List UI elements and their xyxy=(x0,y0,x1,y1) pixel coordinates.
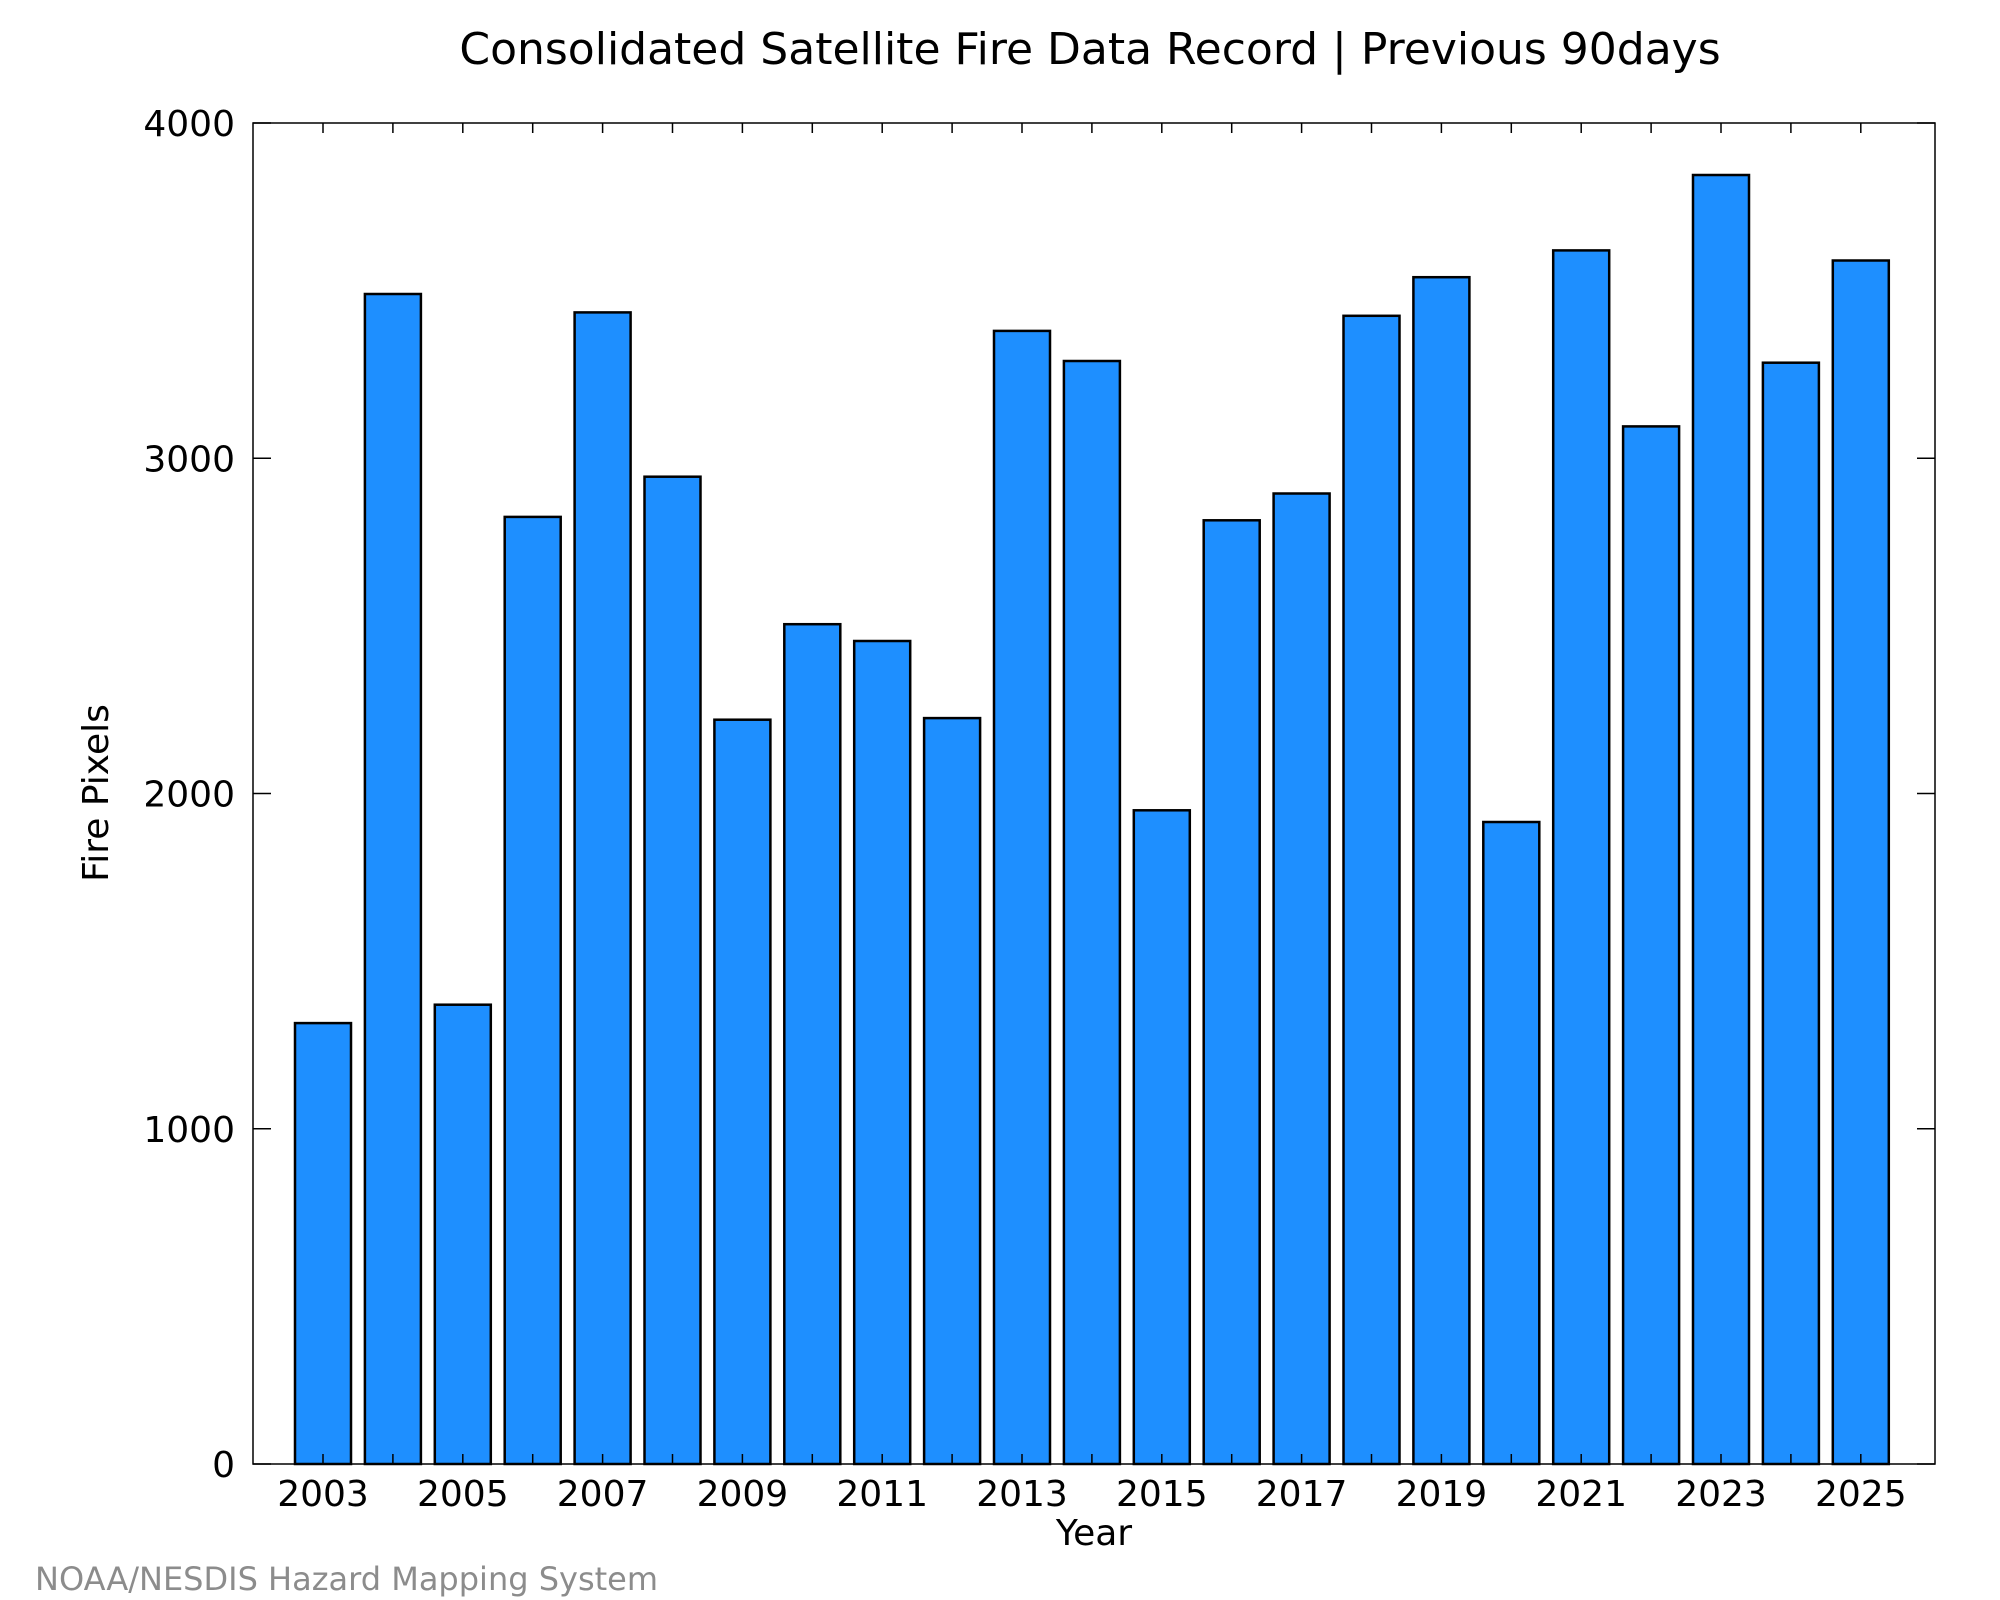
bar-2007 xyxy=(573,311,632,1466)
bar-2006 xyxy=(503,515,562,1466)
plot-frame xyxy=(252,122,1936,1465)
bar-2025 xyxy=(1831,259,1891,1466)
bar-2022 xyxy=(1621,425,1681,1466)
bar-2004 xyxy=(363,292,423,1466)
x-tick-label: 2015 xyxy=(1116,1474,1208,1515)
x-tick-label: 2005 xyxy=(417,1474,509,1515)
y-tick-label: 3000 xyxy=(143,439,235,480)
bar-2016 xyxy=(1202,519,1261,1466)
bar-2011 xyxy=(852,639,912,1466)
y-axis-ticks: 0 1000 2000 3000 4000 xyxy=(143,104,1935,1486)
bar-2018 xyxy=(1342,314,1401,1466)
bar-2019 xyxy=(1412,275,1471,1466)
bar-2008 xyxy=(643,475,702,1466)
credit-text: NOAA/NESDIS Hazard Mapping System xyxy=(35,1560,658,1598)
x-axis-label: Year xyxy=(1055,1513,1132,1554)
bar-2020 xyxy=(1482,820,1541,1466)
x-tick-label: 2023 xyxy=(1675,1474,1767,1515)
x-axis-ticks: 2003 2005 2007 2009 2011 2013 2015 2017 2019 2021… xyxy=(277,123,1907,1515)
bar-2023 xyxy=(1691,173,1751,1466)
x-tick-label: 2009 xyxy=(697,1474,789,1515)
bar-2009 xyxy=(713,718,772,1466)
x-tick-label: 2003 xyxy=(277,1474,369,1515)
bar-2013 xyxy=(992,329,1052,1466)
x-tick-label: 2021 xyxy=(1535,1474,1627,1515)
x-tick-label: 2019 xyxy=(1396,1474,1488,1515)
bar-2015 xyxy=(1132,809,1192,1466)
bar-2005 xyxy=(433,1003,493,1466)
bar-2014 xyxy=(1062,359,1122,1466)
bar-2010 xyxy=(783,622,842,1466)
bar-2003 xyxy=(293,1021,353,1466)
y-tick-label: 4000 xyxy=(143,104,235,145)
x-tick-label: 2017 xyxy=(1256,1474,1348,1515)
y-tick-label: 2000 xyxy=(143,775,235,816)
x-tick-label: 2007 xyxy=(557,1474,649,1515)
bars-group xyxy=(293,173,1891,1466)
bar-2017 xyxy=(1272,492,1331,1466)
bar-2012 xyxy=(922,716,982,1466)
bar-2021 xyxy=(1551,249,1611,1466)
x-tick-label: 2011 xyxy=(836,1474,928,1515)
chart-title: Consolidated Satellite Fire Data Record … xyxy=(459,24,1720,75)
y-tick-label: 1000 xyxy=(143,1110,235,1151)
y-axis-label: Fire Pixels xyxy=(76,704,117,882)
y-tick-label: 0 xyxy=(212,1445,235,1486)
bar-2024 xyxy=(1761,361,1821,1466)
x-tick-label: 2025 xyxy=(1815,1474,1907,1515)
x-tick-label: 2013 xyxy=(976,1474,1068,1515)
